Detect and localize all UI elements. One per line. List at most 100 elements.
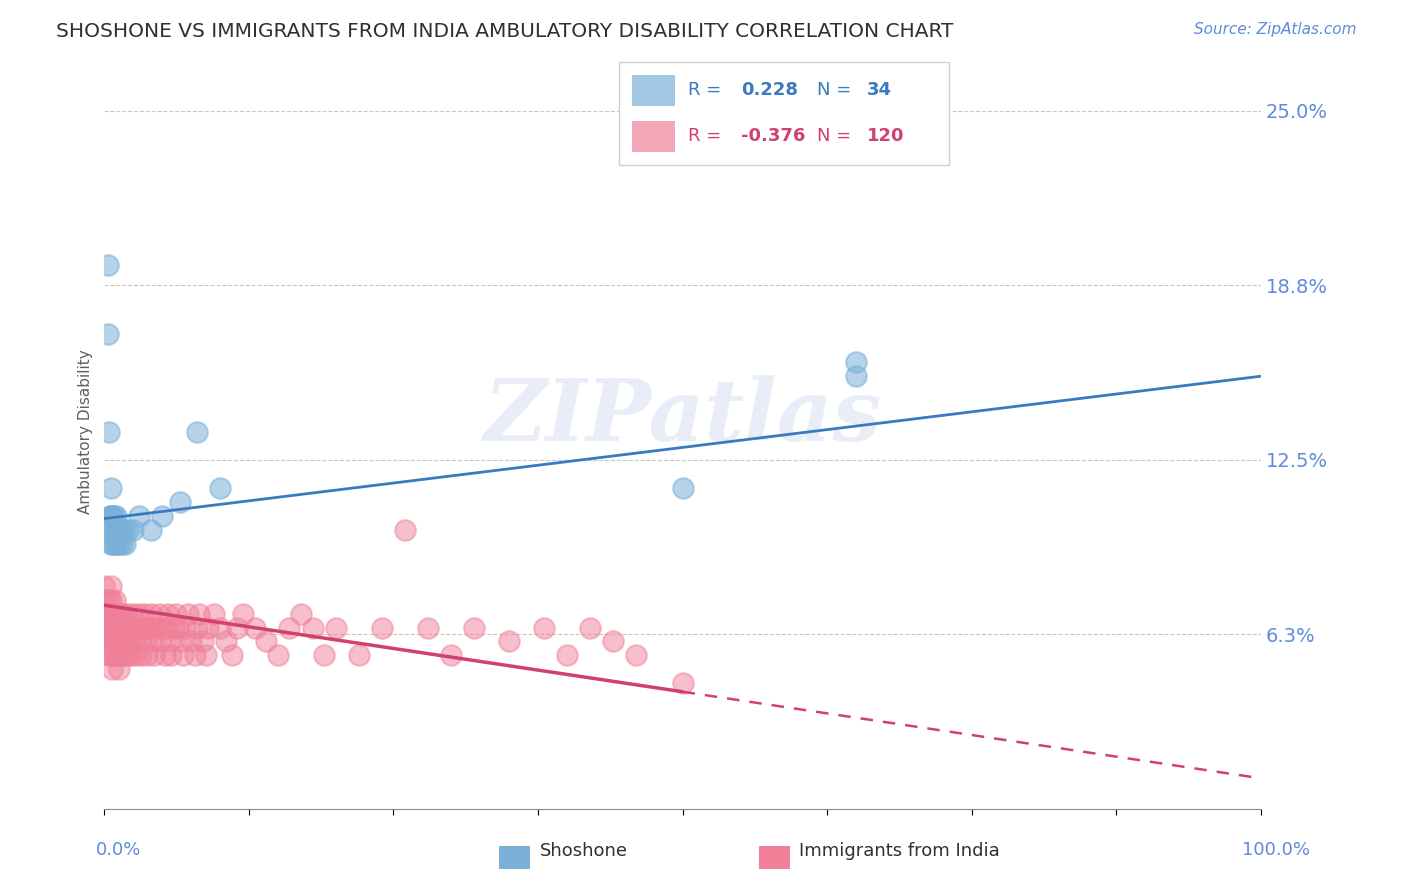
Point <box>101 508 124 523</box>
Point <box>139 607 162 621</box>
Point <box>115 607 138 621</box>
Point <box>97 607 120 621</box>
Point <box>111 634 134 648</box>
Point <box>117 648 139 663</box>
Point <box>208 620 231 634</box>
Point <box>131 648 153 663</box>
Point <box>579 620 602 634</box>
Point <box>127 607 149 621</box>
Point <box>112 620 135 634</box>
Point <box>111 648 134 663</box>
Text: 0.0%: 0.0% <box>96 841 141 859</box>
Point <box>278 620 301 634</box>
Point <box>176 607 198 621</box>
Y-axis label: Ambulatory Disability: Ambulatory Disability <box>79 350 93 515</box>
Point <box>101 648 124 663</box>
Point <box>128 508 150 523</box>
Point <box>156 607 179 621</box>
Point <box>108 537 131 551</box>
Point <box>96 634 118 648</box>
Point <box>100 537 122 551</box>
Point <box>139 523 162 537</box>
Point <box>98 425 121 439</box>
Point <box>100 620 122 634</box>
Point <box>104 523 127 537</box>
Point <box>112 634 135 648</box>
Point <box>104 537 127 551</box>
Point <box>121 607 143 621</box>
Text: R =: R = <box>688 128 721 145</box>
Point <box>533 620 555 634</box>
Point <box>114 537 136 551</box>
Text: 0.228: 0.228 <box>741 81 797 99</box>
Point <box>103 634 125 648</box>
Point <box>103 607 125 621</box>
Point <box>243 620 266 634</box>
Point <box>191 634 214 648</box>
Point <box>97 327 120 342</box>
Point <box>104 620 127 634</box>
Point <box>626 648 648 663</box>
Point <box>112 523 135 537</box>
Point <box>100 579 122 593</box>
Point <box>183 648 205 663</box>
Point <box>142 634 165 648</box>
Point <box>845 355 868 369</box>
Point <box>215 634 238 648</box>
Point <box>141 620 163 634</box>
Point <box>153 648 176 663</box>
Point <box>148 607 170 621</box>
Point <box>100 634 122 648</box>
Point <box>180 634 202 648</box>
Point <box>104 607 127 621</box>
Point <box>110 620 132 634</box>
Point <box>128 620 150 634</box>
Point <box>136 648 159 663</box>
Point <box>197 620 219 634</box>
Text: Source: ZipAtlas.com: Source: ZipAtlas.com <box>1194 22 1357 37</box>
Point <box>104 537 127 551</box>
Point <box>110 607 132 621</box>
Point <box>155 620 177 634</box>
Point <box>97 258 120 272</box>
Point <box>93 620 115 634</box>
Point <box>208 481 231 495</box>
Point <box>100 508 122 523</box>
Point <box>117 634 139 648</box>
Point <box>103 508 125 523</box>
Point <box>290 607 312 621</box>
Point <box>163 620 186 634</box>
Point <box>104 634 127 648</box>
Point <box>114 648 136 663</box>
Point <box>169 495 191 509</box>
Point <box>98 648 121 663</box>
Point <box>98 620 121 634</box>
Point <box>103 620 125 634</box>
Text: 100.0%: 100.0% <box>1243 841 1310 859</box>
Point <box>108 662 131 676</box>
Point <box>101 537 124 551</box>
Point <box>98 592 121 607</box>
Point <box>671 676 693 690</box>
Point <box>104 508 127 523</box>
Point <box>463 620 485 634</box>
Point <box>195 648 218 663</box>
Point <box>97 648 120 663</box>
Point <box>118 620 141 634</box>
Point <box>132 607 155 621</box>
Point <box>174 620 197 634</box>
Point <box>94 607 117 621</box>
Point <box>101 662 124 676</box>
Point <box>143 648 166 663</box>
Point <box>418 620 440 634</box>
Point <box>301 620 323 634</box>
Point <box>186 620 208 634</box>
Text: ZIPatlas: ZIPatlas <box>484 376 882 458</box>
Point <box>98 634 121 648</box>
Point <box>165 607 187 621</box>
Point <box>845 369 868 384</box>
Point <box>221 648 243 663</box>
Text: Shoshone: Shoshone <box>540 842 628 860</box>
Point <box>104 592 127 607</box>
Point <box>347 648 370 663</box>
